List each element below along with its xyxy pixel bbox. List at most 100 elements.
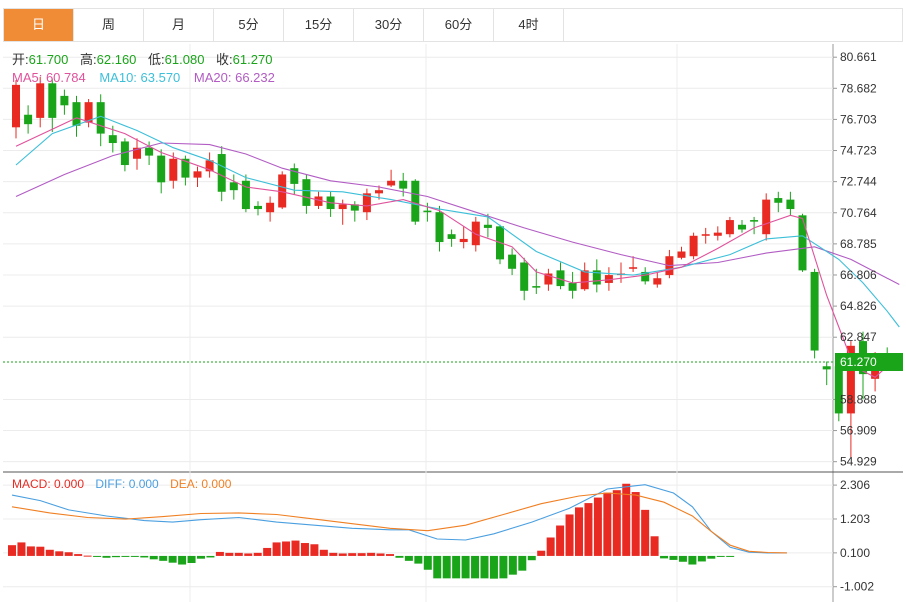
tab-week[interactable]: 周 xyxy=(74,9,144,41)
macd-bar xyxy=(272,542,281,556)
macd-bar xyxy=(622,483,631,556)
macd-tick-label: 2.306 xyxy=(840,478,870,492)
macd-bar xyxy=(74,554,83,556)
macd-bar xyxy=(348,553,357,556)
candle xyxy=(798,215,807,271)
tab-5min[interactable]: 5分 xyxy=(214,9,284,41)
dea-value: DEA: 0.000 xyxy=(170,477,232,491)
candle xyxy=(459,238,468,243)
candle xyxy=(205,160,214,172)
candle xyxy=(580,270,589,290)
macd-bar xyxy=(17,542,26,556)
macd-bar xyxy=(357,553,366,556)
y-tick-label: 62.847 xyxy=(840,330,877,344)
macd-bar xyxy=(423,555,432,570)
macd-bar xyxy=(433,555,442,579)
candle xyxy=(314,196,323,206)
macd-bar xyxy=(452,555,461,579)
macd-bar xyxy=(660,555,669,559)
candle xyxy=(181,158,190,178)
macd-bar xyxy=(140,555,149,558)
macd-bar xyxy=(414,555,423,564)
candle xyxy=(689,235,698,257)
close-label: 收: xyxy=(216,52,233,67)
candle xyxy=(750,220,759,222)
y-tick-label: 56.909 xyxy=(840,424,877,438)
tab-day[interactable]: 日 xyxy=(4,9,74,41)
macd-bar xyxy=(593,497,602,556)
macd-bar xyxy=(310,544,319,556)
candle xyxy=(508,254,517,269)
y-tick-label: 76.703 xyxy=(840,112,877,126)
tab-30min[interactable]: 30分 xyxy=(354,9,424,41)
candle xyxy=(96,102,105,134)
open-value: 61.700 xyxy=(29,52,69,67)
close-value: 61.270 xyxy=(233,52,273,67)
macd-bar xyxy=(480,555,489,579)
candle xyxy=(762,199,771,235)
candle xyxy=(822,366,831,370)
macd-bar xyxy=(612,490,621,556)
macd-bar xyxy=(130,555,139,557)
macd-bar xyxy=(537,550,546,556)
macd-bar xyxy=(234,552,243,556)
macd-bar xyxy=(461,555,470,579)
macd-bar xyxy=(404,555,413,561)
y-tick-label: 58.888 xyxy=(840,392,877,406)
candle xyxy=(229,182,238,191)
macd-bar xyxy=(159,555,168,561)
candle xyxy=(278,174,287,208)
macd-bar xyxy=(26,546,35,556)
macd-bar xyxy=(8,545,16,556)
candle xyxy=(338,204,347,210)
macd-bar xyxy=(442,555,451,579)
current-price-tag: 61.270 xyxy=(835,353,903,372)
macd-bar xyxy=(650,536,659,556)
candle xyxy=(12,84,20,128)
macd-bar xyxy=(527,555,536,561)
candle xyxy=(302,179,311,206)
macd-bar xyxy=(36,546,45,556)
macd-bar xyxy=(707,555,716,559)
candle xyxy=(399,180,408,189)
macd-bar xyxy=(206,555,215,558)
ma20-value: MA20: 66.232 xyxy=(194,70,275,85)
macd-bar xyxy=(338,553,347,556)
y-tick-label: 72.744 xyxy=(840,175,877,189)
macd-bar xyxy=(489,555,498,579)
macd-bar xyxy=(319,549,328,556)
macd-bar xyxy=(499,555,508,579)
macd-bar xyxy=(178,555,187,565)
candle xyxy=(629,267,638,269)
candle xyxy=(60,95,69,106)
macd-bar xyxy=(187,555,196,563)
tab-month[interactable]: 月 xyxy=(144,9,214,41)
macd-bar xyxy=(386,554,394,556)
candle xyxy=(145,147,154,156)
y-tick-label: 70.764 xyxy=(840,206,877,220)
macd-bar xyxy=(291,540,300,556)
tab-60min[interactable]: 60分 xyxy=(424,9,494,41)
candle xyxy=(72,102,81,126)
macd-bar xyxy=(726,555,735,557)
candle xyxy=(774,198,783,203)
macd-bar xyxy=(329,552,338,556)
macd-bar xyxy=(102,555,111,558)
candle xyxy=(120,141,129,166)
y-tick-label: 54.929 xyxy=(840,455,877,469)
y-tick-label: 80.661 xyxy=(840,50,877,64)
macd-bar xyxy=(111,555,120,558)
macd-bar xyxy=(263,547,272,556)
candle xyxy=(520,262,529,291)
candle xyxy=(241,180,250,210)
candle xyxy=(846,345,855,414)
candle xyxy=(411,180,420,222)
candle xyxy=(266,202,275,213)
macd-bar xyxy=(282,541,291,556)
ma20-line xyxy=(15,142,900,285)
candle xyxy=(193,171,202,178)
candle xyxy=(24,114,33,125)
candle xyxy=(786,199,795,210)
tab-15min[interactable]: 15分 xyxy=(284,9,354,41)
tab-4hour[interactable]: 4时 xyxy=(494,9,564,41)
